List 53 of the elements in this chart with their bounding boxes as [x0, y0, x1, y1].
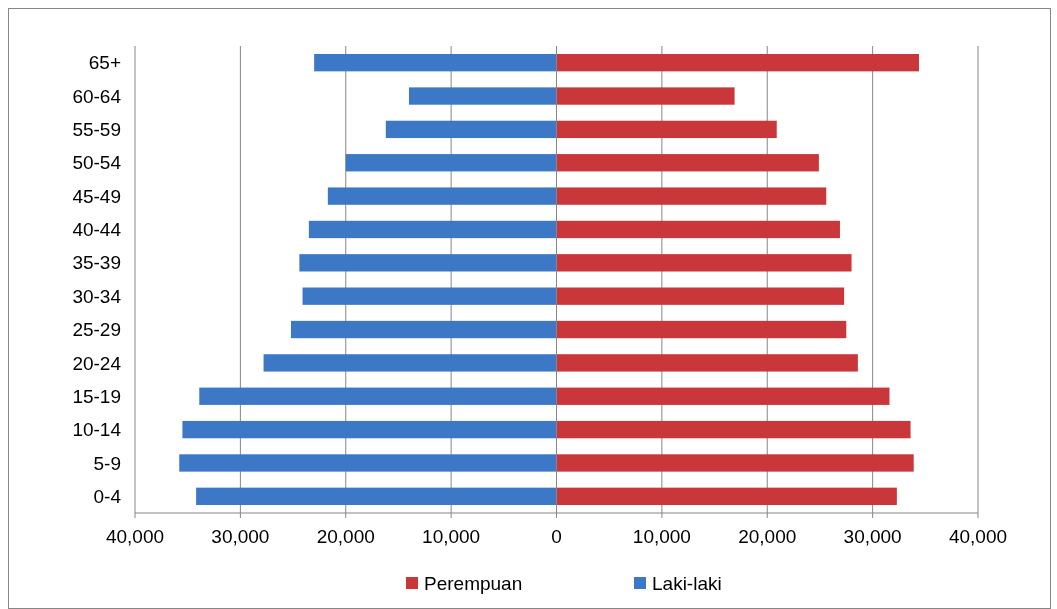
x-tick-label: 10,000 [632, 526, 691, 547]
y-tick-label: 40-44 [72, 219, 122, 241]
bar [556, 487, 897, 505]
bar [556, 120, 777, 139]
y-tick-label: 60-64 [72, 85, 122, 107]
bar [308, 220, 557, 239]
bar [556, 220, 840, 239]
y-tick-label: 55-59 [72, 119, 121, 141]
x-tick-label: 30,000 [843, 526, 902, 547]
y-tick-label: 5-9 [93, 452, 121, 474]
y-tick-label: 30-34 [72, 285, 122, 307]
x-tick-label: 30,000 [211, 526, 270, 547]
bar [556, 387, 890, 405]
x-tick-label: 40,000 [105, 526, 165, 547]
x-tick-label: 20,000 [738, 526, 797, 547]
bar [556, 87, 735, 105]
bar [179, 454, 557, 472]
bar [302, 287, 557, 305]
bar [408, 87, 557, 105]
bar [182, 420, 557, 439]
x-tick-label: 20,000 [316, 526, 375, 547]
legend-label: Perempuan [424, 572, 523, 594]
bar [556, 254, 852, 272]
bar [299, 254, 557, 272]
bar [556, 154, 819, 172]
bar [556, 287, 845, 305]
bar [199, 387, 557, 405]
bar [556, 320, 847, 339]
bar [345, 154, 557, 172]
bar [556, 54, 919, 72]
bar [556, 187, 827, 205]
x-tick-label: 0 [551, 526, 562, 547]
y-tick-label: 15-19 [72, 385, 121, 407]
y-tick-label: 25-29 [72, 319, 121, 341]
bar [314, 54, 557, 72]
y-tick-label: 50-54 [72, 152, 122, 174]
bar [290, 320, 557, 339]
bar [263, 354, 557, 372]
y-tick-label: 35-39 [72, 252, 121, 274]
bar [556, 354, 858, 372]
bar [196, 487, 557, 505]
bar [385, 120, 557, 139]
y-tick-label: 0-4 [93, 485, 122, 507]
x-tick-label: 10,000 [422, 526, 481, 547]
y-tick-label: 45-49 [72, 185, 121, 207]
bar [327, 187, 557, 205]
x-tick-label: 40,000 [948, 526, 1008, 547]
y-tick-label: 20-24 [72, 352, 122, 374]
y-tick-label: 10-14 [72, 419, 122, 441]
legend-label: Laki-laki [652, 572, 722, 594]
bar [556, 420, 911, 439]
y-tick-label: 65+ [88, 52, 121, 74]
bar [556, 454, 914, 472]
